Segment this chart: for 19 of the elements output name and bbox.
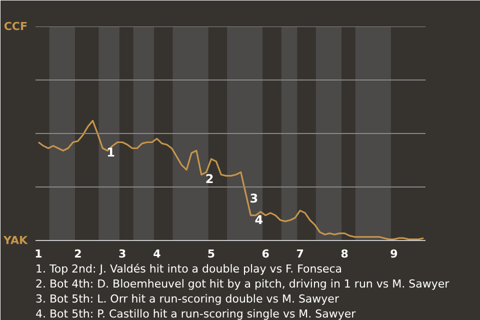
- annotation: 1: [106, 146, 115, 160]
- x-tick-label: 7: [296, 248, 304, 260]
- text: 3. Bot 5th: L. Orr hit a run-scoring double vs M. Sawyer: [36, 292, 340, 306]
- annotation: 3: [250, 191, 258, 206]
- x-tick-label: 9: [390, 248, 398, 260]
- x-tick-label: 4: [153, 248, 162, 260]
- text: YAK: [2, 234, 28, 247]
- x-tick-label: 1: [34, 248, 42, 260]
- annotation: 2: [205, 172, 214, 186]
- text: 4. Bot 5th: P. Castillo hit a run-scoring single vs M. Sawyer: [36, 308, 356, 320]
- text: 1. Top 2nd: J. Valdés hit into a double play vs F. Fonseca: [36, 262, 342, 276]
- text: CCF: [4, 20, 28, 33]
- x-tick-label: 3: [118, 248, 126, 260]
- x-tick-label: 2: [74, 248, 82, 260]
- annotation: 4: [254, 212, 264, 227]
- x-tick-label: 6: [262, 248, 270, 260]
- text: 2. Bot 4th: D. Bloemheuvel got hit by a pitch, driving in 1 run vs M. Sawyer: [36, 278, 450, 290]
- x-tick-label: 5: [207, 248, 216, 260]
- x-tick-label: 8: [340, 248, 348, 260]
